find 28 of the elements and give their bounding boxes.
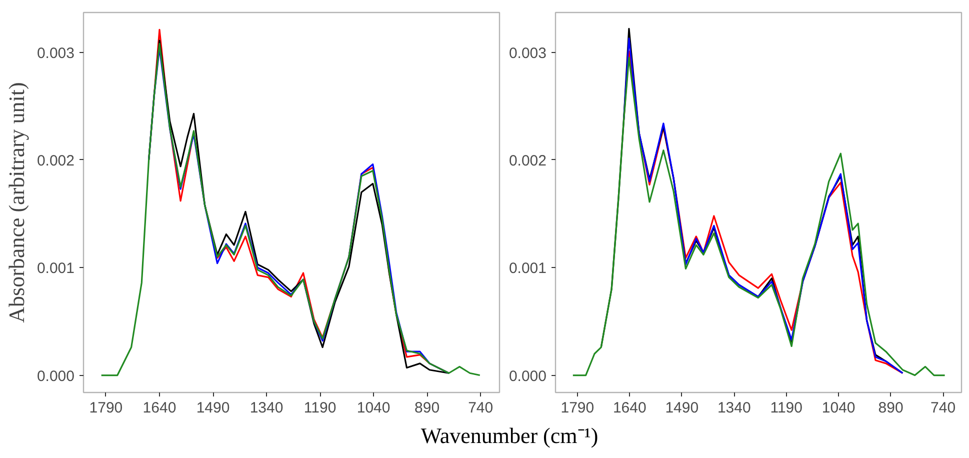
x-tick-label: 740 bbox=[930, 400, 956, 416]
x-tick-label: 740 bbox=[468, 400, 494, 416]
x-axis-title: Wavenumber (cm⁻¹) bbox=[420, 422, 598, 450]
x-tick-label: 1340 bbox=[250, 400, 284, 416]
x-tick-label: 1790 bbox=[89, 400, 123, 416]
x-tick-label: 1340 bbox=[717, 400, 751, 416]
x-tick-label: 1040 bbox=[822, 400, 856, 416]
x-tick-label: 1790 bbox=[560, 400, 594, 416]
x-tick-label: 1640 bbox=[612, 400, 646, 416]
y-axis-title: Absorbance (arbitrary unit) bbox=[4, 82, 29, 323]
line-series bbox=[572, 56, 946, 376]
y-tick-label: 0.003 bbox=[508, 44, 547, 62]
x-tick-label: 1490 bbox=[196, 400, 230, 416]
x-tick-label: 1190 bbox=[304, 400, 336, 416]
y-tick-label: 0.002 bbox=[508, 152, 547, 170]
x-tick-label: 1190 bbox=[770, 400, 802, 416]
x-tick-label: 890 bbox=[878, 400, 904, 416]
x-tick-label: 890 bbox=[414, 400, 440, 416]
line-series bbox=[100, 42, 481, 376]
x-tick-label: 1640 bbox=[142, 400, 176, 416]
y-tick-label: 0.000 bbox=[508, 368, 547, 385]
y-tick-label: 0.002 bbox=[36, 152, 75, 170]
y-tick-label: 0.001 bbox=[508, 260, 547, 278]
y-tick-label: 0.003 bbox=[36, 44, 75, 62]
y-tick-label: 0.000 bbox=[36, 368, 75, 385]
x-tick-label: 1490 bbox=[665, 400, 699, 416]
x-tick-label: 1040 bbox=[356, 400, 390, 416]
y-tick-label: 0.001 bbox=[36, 260, 75, 278]
